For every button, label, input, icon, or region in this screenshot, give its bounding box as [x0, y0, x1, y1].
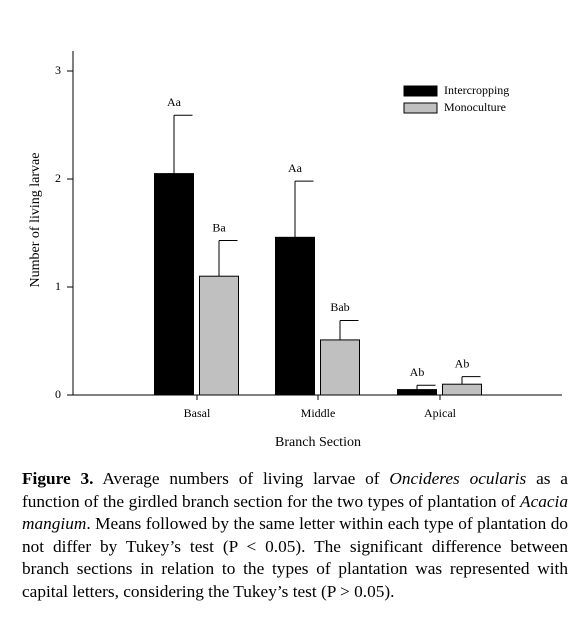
bar: [199, 275, 239, 396]
x-tick-label: Middle: [301, 406, 336, 420]
x-tick-label: Apical: [424, 406, 457, 420]
y-tick-label: 2: [55, 171, 61, 185]
y-axis-label: Number of living larvae: [28, 153, 43, 288]
bar: [275, 236, 315, 396]
x-tick-label: Basal: [184, 406, 211, 420]
caption-text: Acacia mangium: [22, 491, 568, 534]
x-axis-label: Branch Section: [275, 435, 361, 450]
caption-label: Figure 3.: [22, 469, 94, 488]
bar: [397, 389, 437, 396]
legend-swatch: [403, 85, 438, 97]
significance-letter: Aa: [288, 161, 303, 175]
bar: [320, 339, 360, 396]
caption-text: Oncideres ocularis: [389, 469, 527, 488]
caption-text: Average numbers of living larvae of: [93, 469, 390, 488]
chart: Branch Section Number of living larvae 0…: [28, 51, 562, 450]
bar: [154, 173, 194, 396]
legend-label: Intercropping: [444, 83, 509, 97]
y-tick-label: 0: [55, 387, 61, 401]
significance-letter: Ab: [455, 356, 470, 370]
significance-letter: Ab: [410, 365, 425, 379]
caption-text: . Means followed by the same letter with…: [22, 514, 568, 601]
bar: [442, 383, 482, 396]
significance-letter: Aa: [167, 95, 182, 109]
legend-label: Monoculture: [444, 100, 506, 114]
significance-letter: Bab: [330, 300, 349, 314]
caption: Figure 3. Average numbers of living larv…: [22, 468, 568, 604]
legend-swatch: [403, 102, 438, 114]
significance-letter: Ba: [212, 220, 226, 234]
caption-text: as a function of the girdled branch sect…: [22, 469, 568, 511]
y-tick-label: 1: [55, 279, 61, 293]
y-tick-label: 3: [55, 63, 61, 77]
